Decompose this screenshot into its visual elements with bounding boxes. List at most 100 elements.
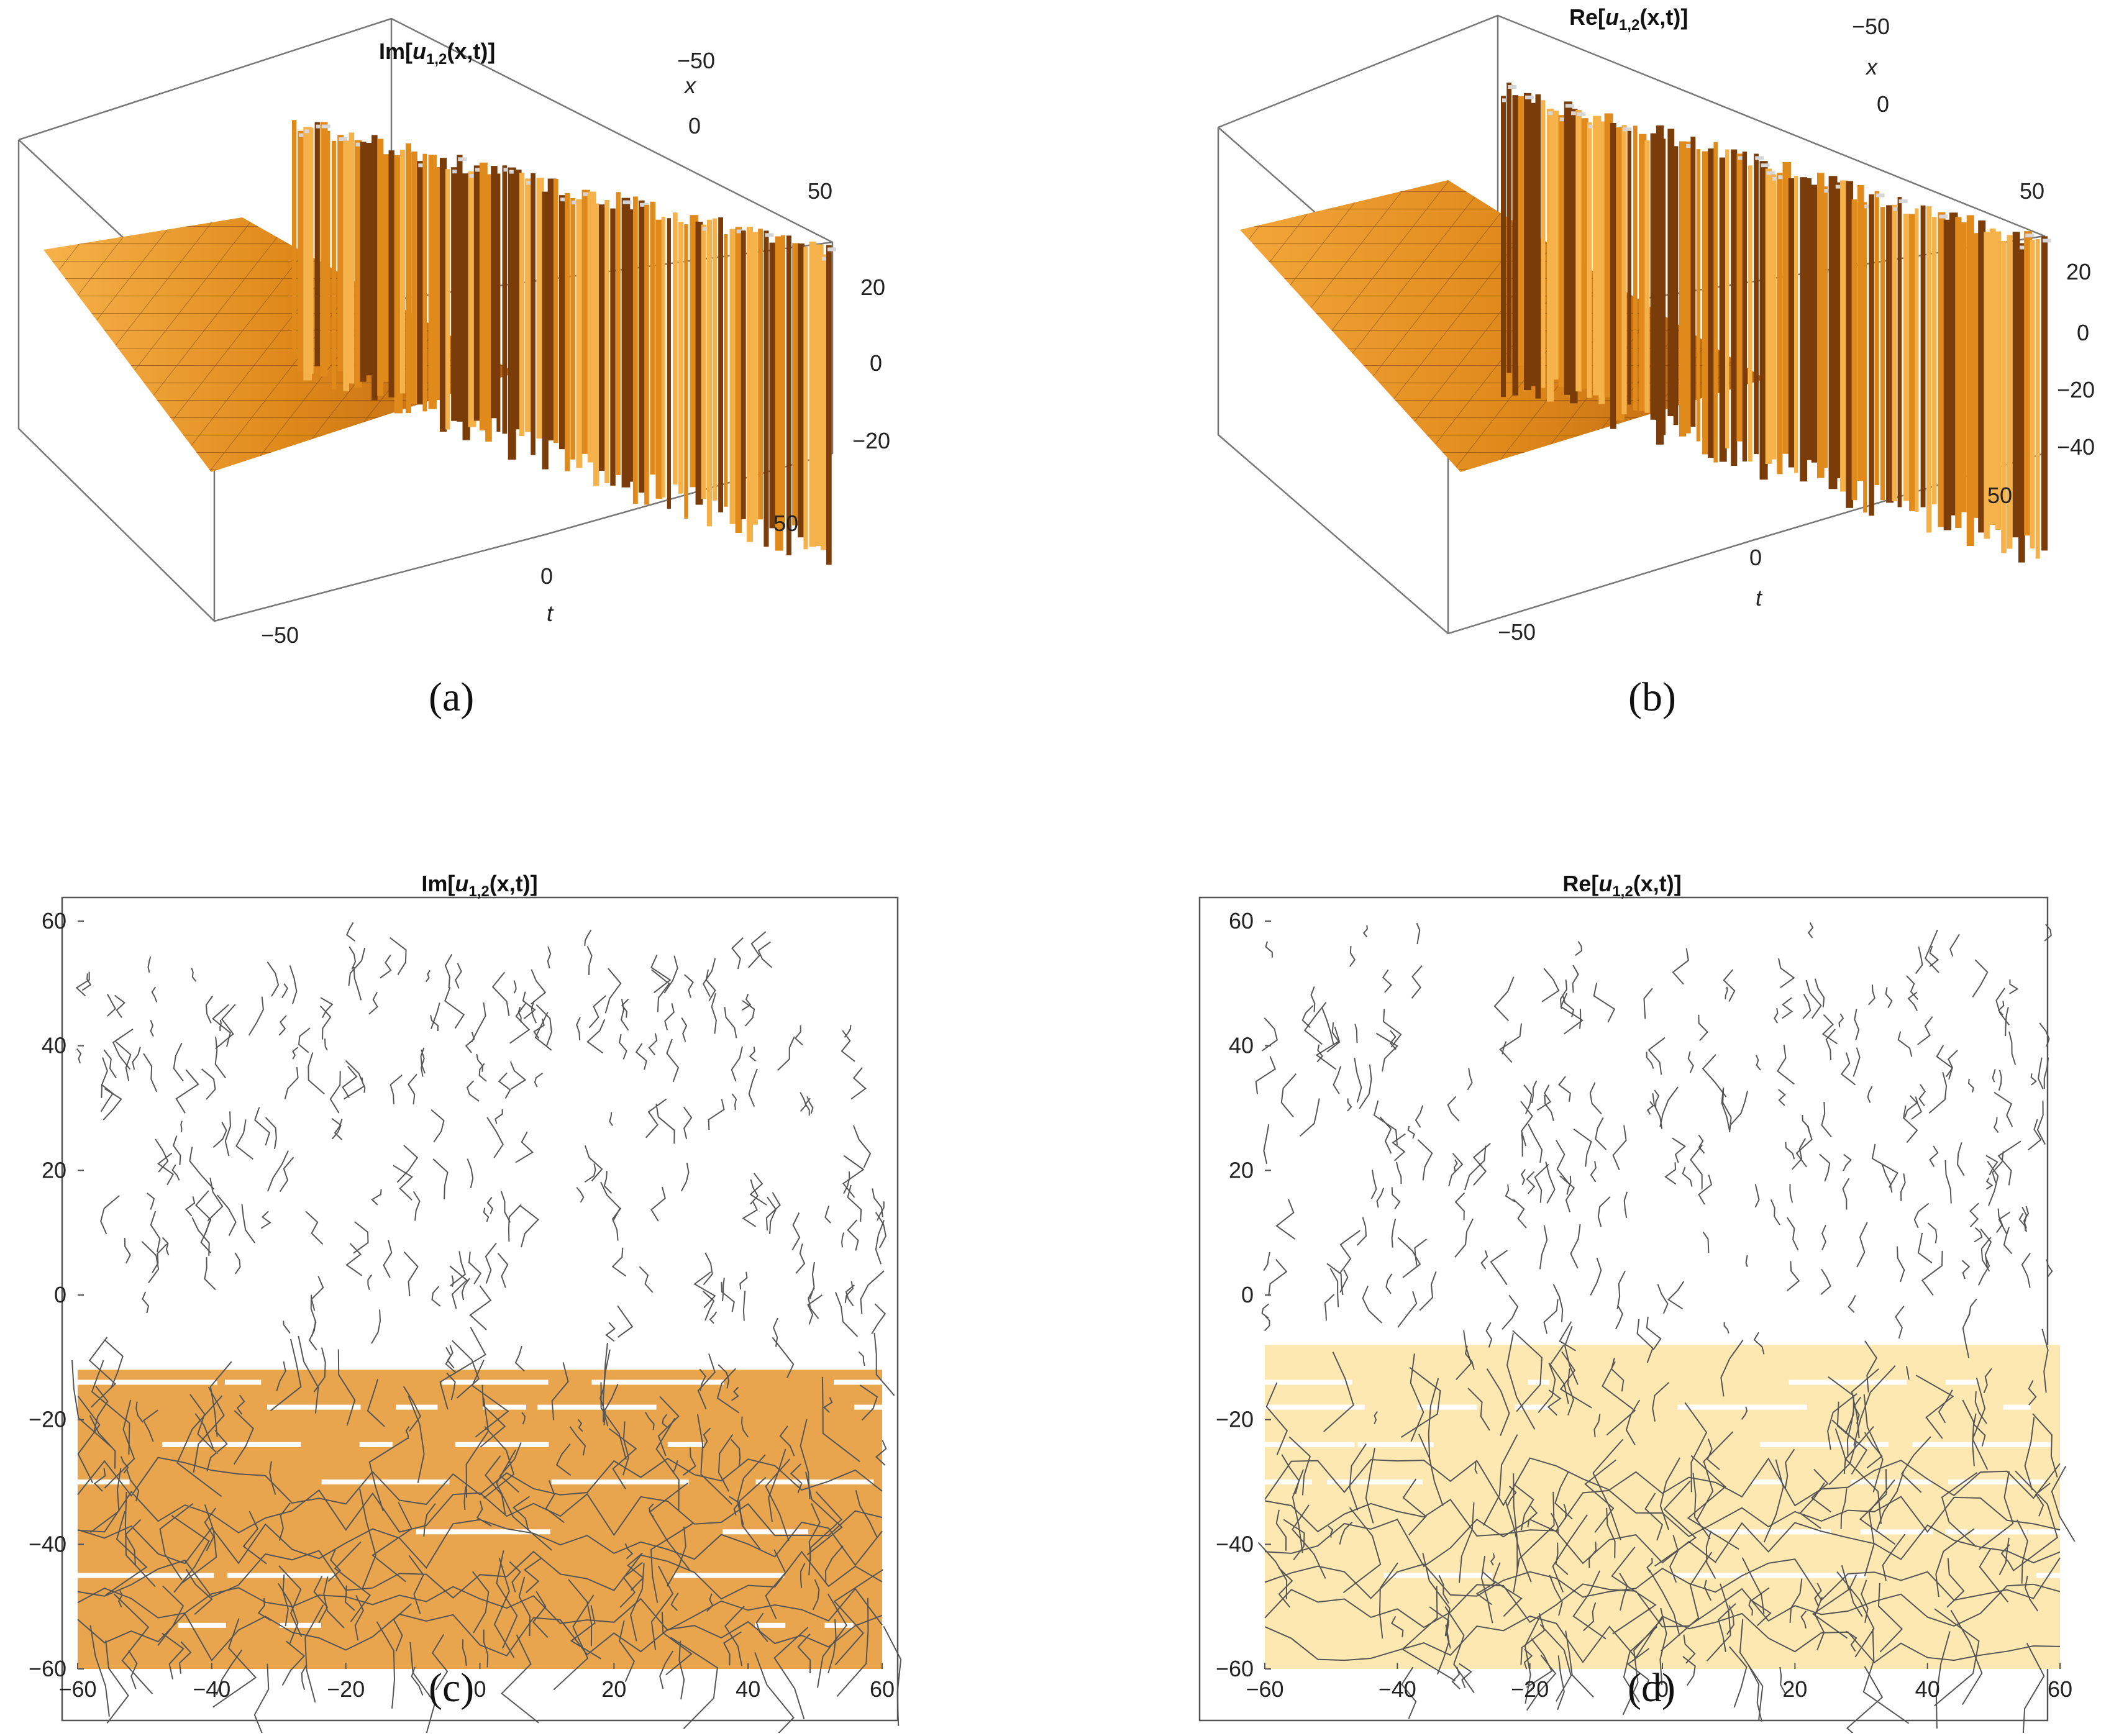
contour-line (1654, 1089, 1660, 1108)
contour-line (204, 1257, 216, 1291)
contour-line (1819, 1153, 1831, 1182)
contour-line (1698, 1014, 1708, 1042)
contour-line (1448, 1153, 1464, 1186)
contour-line (1997, 1001, 2005, 1016)
contour-line (162, 1632, 185, 1679)
contour-line (843, 1171, 850, 1194)
contour-line (1275, 1199, 1296, 1240)
contour-line (1356, 1217, 1367, 1246)
contour-line (278, 1015, 287, 1036)
surface-gap (526, 181, 536, 185)
contour-line (859, 1384, 878, 1421)
surface-strip (1690, 137, 1696, 427)
surface-strip (326, 130, 330, 367)
contour-line (77, 1457, 883, 1506)
contour-line (124, 1238, 131, 1264)
t-axis-ticks: −50 0 50 t (261, 511, 798, 648)
contour-line (1264, 1489, 2061, 1537)
contour-line (1846, 1630, 1857, 1652)
y-tick: 60 (42, 908, 66, 934)
contour-line (276, 1361, 286, 1391)
surface-gap (1772, 176, 1781, 181)
contour-line (1672, 948, 1689, 985)
contour-line (1264, 1457, 2061, 1507)
contour-line (1774, 1007, 1779, 1024)
gap-streak (1945, 1529, 1968, 1535)
x-tick: −50 (677, 48, 715, 73)
gap-streak (551, 1479, 689, 1484)
contour-line (201, 1068, 216, 1100)
contour-line (1916, 1016, 1933, 1045)
contour-line (1597, 1196, 1611, 1227)
contour-line (1698, 1175, 1713, 1205)
contour-line (534, 1012, 552, 1051)
surface-gap (1875, 193, 1885, 198)
contour-line (390, 1075, 403, 1104)
contour-line (368, 1437, 409, 1512)
contour-line (509, 1002, 531, 1044)
x-tick: 0 (1877, 91, 1889, 117)
contour-line (103, 1088, 122, 1120)
contour-line (1821, 1225, 1826, 1250)
contour-line (1687, 1051, 1694, 1073)
contour-line (234, 1252, 241, 1275)
contour-line (1695, 1431, 1734, 1521)
contour-line (1326, 1263, 1344, 1296)
contour-line (2043, 1057, 2049, 1089)
contour-line (329, 1071, 341, 1114)
contour-line (1590, 1257, 1602, 1296)
gap-streak (78, 1479, 130, 1484)
contour-line (824, 1206, 831, 1224)
contour-line (731, 1046, 743, 1082)
contour-line (1523, 1084, 1533, 1114)
surface-strip (1978, 220, 1986, 533)
contour-line (639, 1266, 654, 1293)
y-tick: 0 (54, 1282, 66, 1307)
contour-line (2038, 1057, 2044, 1089)
contour-line (650, 1522, 695, 1603)
surface-gap (1559, 117, 1569, 122)
gap-streak (78, 1379, 217, 1385)
contour-line (875, 1212, 886, 1248)
surface-strip (2001, 240, 2007, 553)
contour-line (1265, 1382, 1288, 1455)
contour-line (1365, 1448, 1375, 1524)
contour-line (1321, 1007, 1334, 1046)
contour-line (411, 1666, 424, 1696)
contour-line (405, 1426, 410, 1439)
surface-gap (339, 137, 348, 142)
contour-line (1877, 1583, 1903, 1653)
contour-line (485, 1455, 506, 1514)
contour-line (248, 996, 264, 1036)
surface-strip (1754, 153, 1759, 455)
contour-line (1957, 1142, 1965, 1176)
surface-gap (1525, 95, 1534, 99)
contour-line (662, 1414, 669, 1429)
surface-gap (1893, 207, 1902, 211)
surface-strip (1644, 140, 1650, 413)
surface-strip (1736, 153, 1743, 442)
gap-streak (667, 1442, 704, 1447)
contour-line (1589, 1082, 1602, 1115)
contour-line (545, 1480, 565, 1524)
contour-line (193, 1386, 225, 1473)
contour-line (1725, 986, 1728, 999)
contour-line (501, 1634, 539, 1724)
surface-strip (1679, 141, 1687, 437)
contour-line (1541, 968, 1560, 1002)
contour-line (189, 1147, 215, 1190)
surface-gap (821, 257, 831, 261)
gap-streak (1265, 1379, 1352, 1385)
surface-strip (354, 140, 362, 388)
contour-line (1702, 1232, 1710, 1253)
contour-line (731, 1439, 741, 1466)
contour-line (1840, 1052, 1856, 1086)
contour-line (219, 1019, 222, 1032)
contour-line (1867, 984, 1875, 1006)
gap-streak (1265, 1404, 1365, 1410)
contour-line (1524, 1617, 1541, 1704)
surface-strip (1811, 184, 1818, 463)
contour-line (1512, 1330, 1543, 1412)
contour-line (1492, 1562, 1523, 1617)
gap-streak (227, 1573, 335, 1578)
